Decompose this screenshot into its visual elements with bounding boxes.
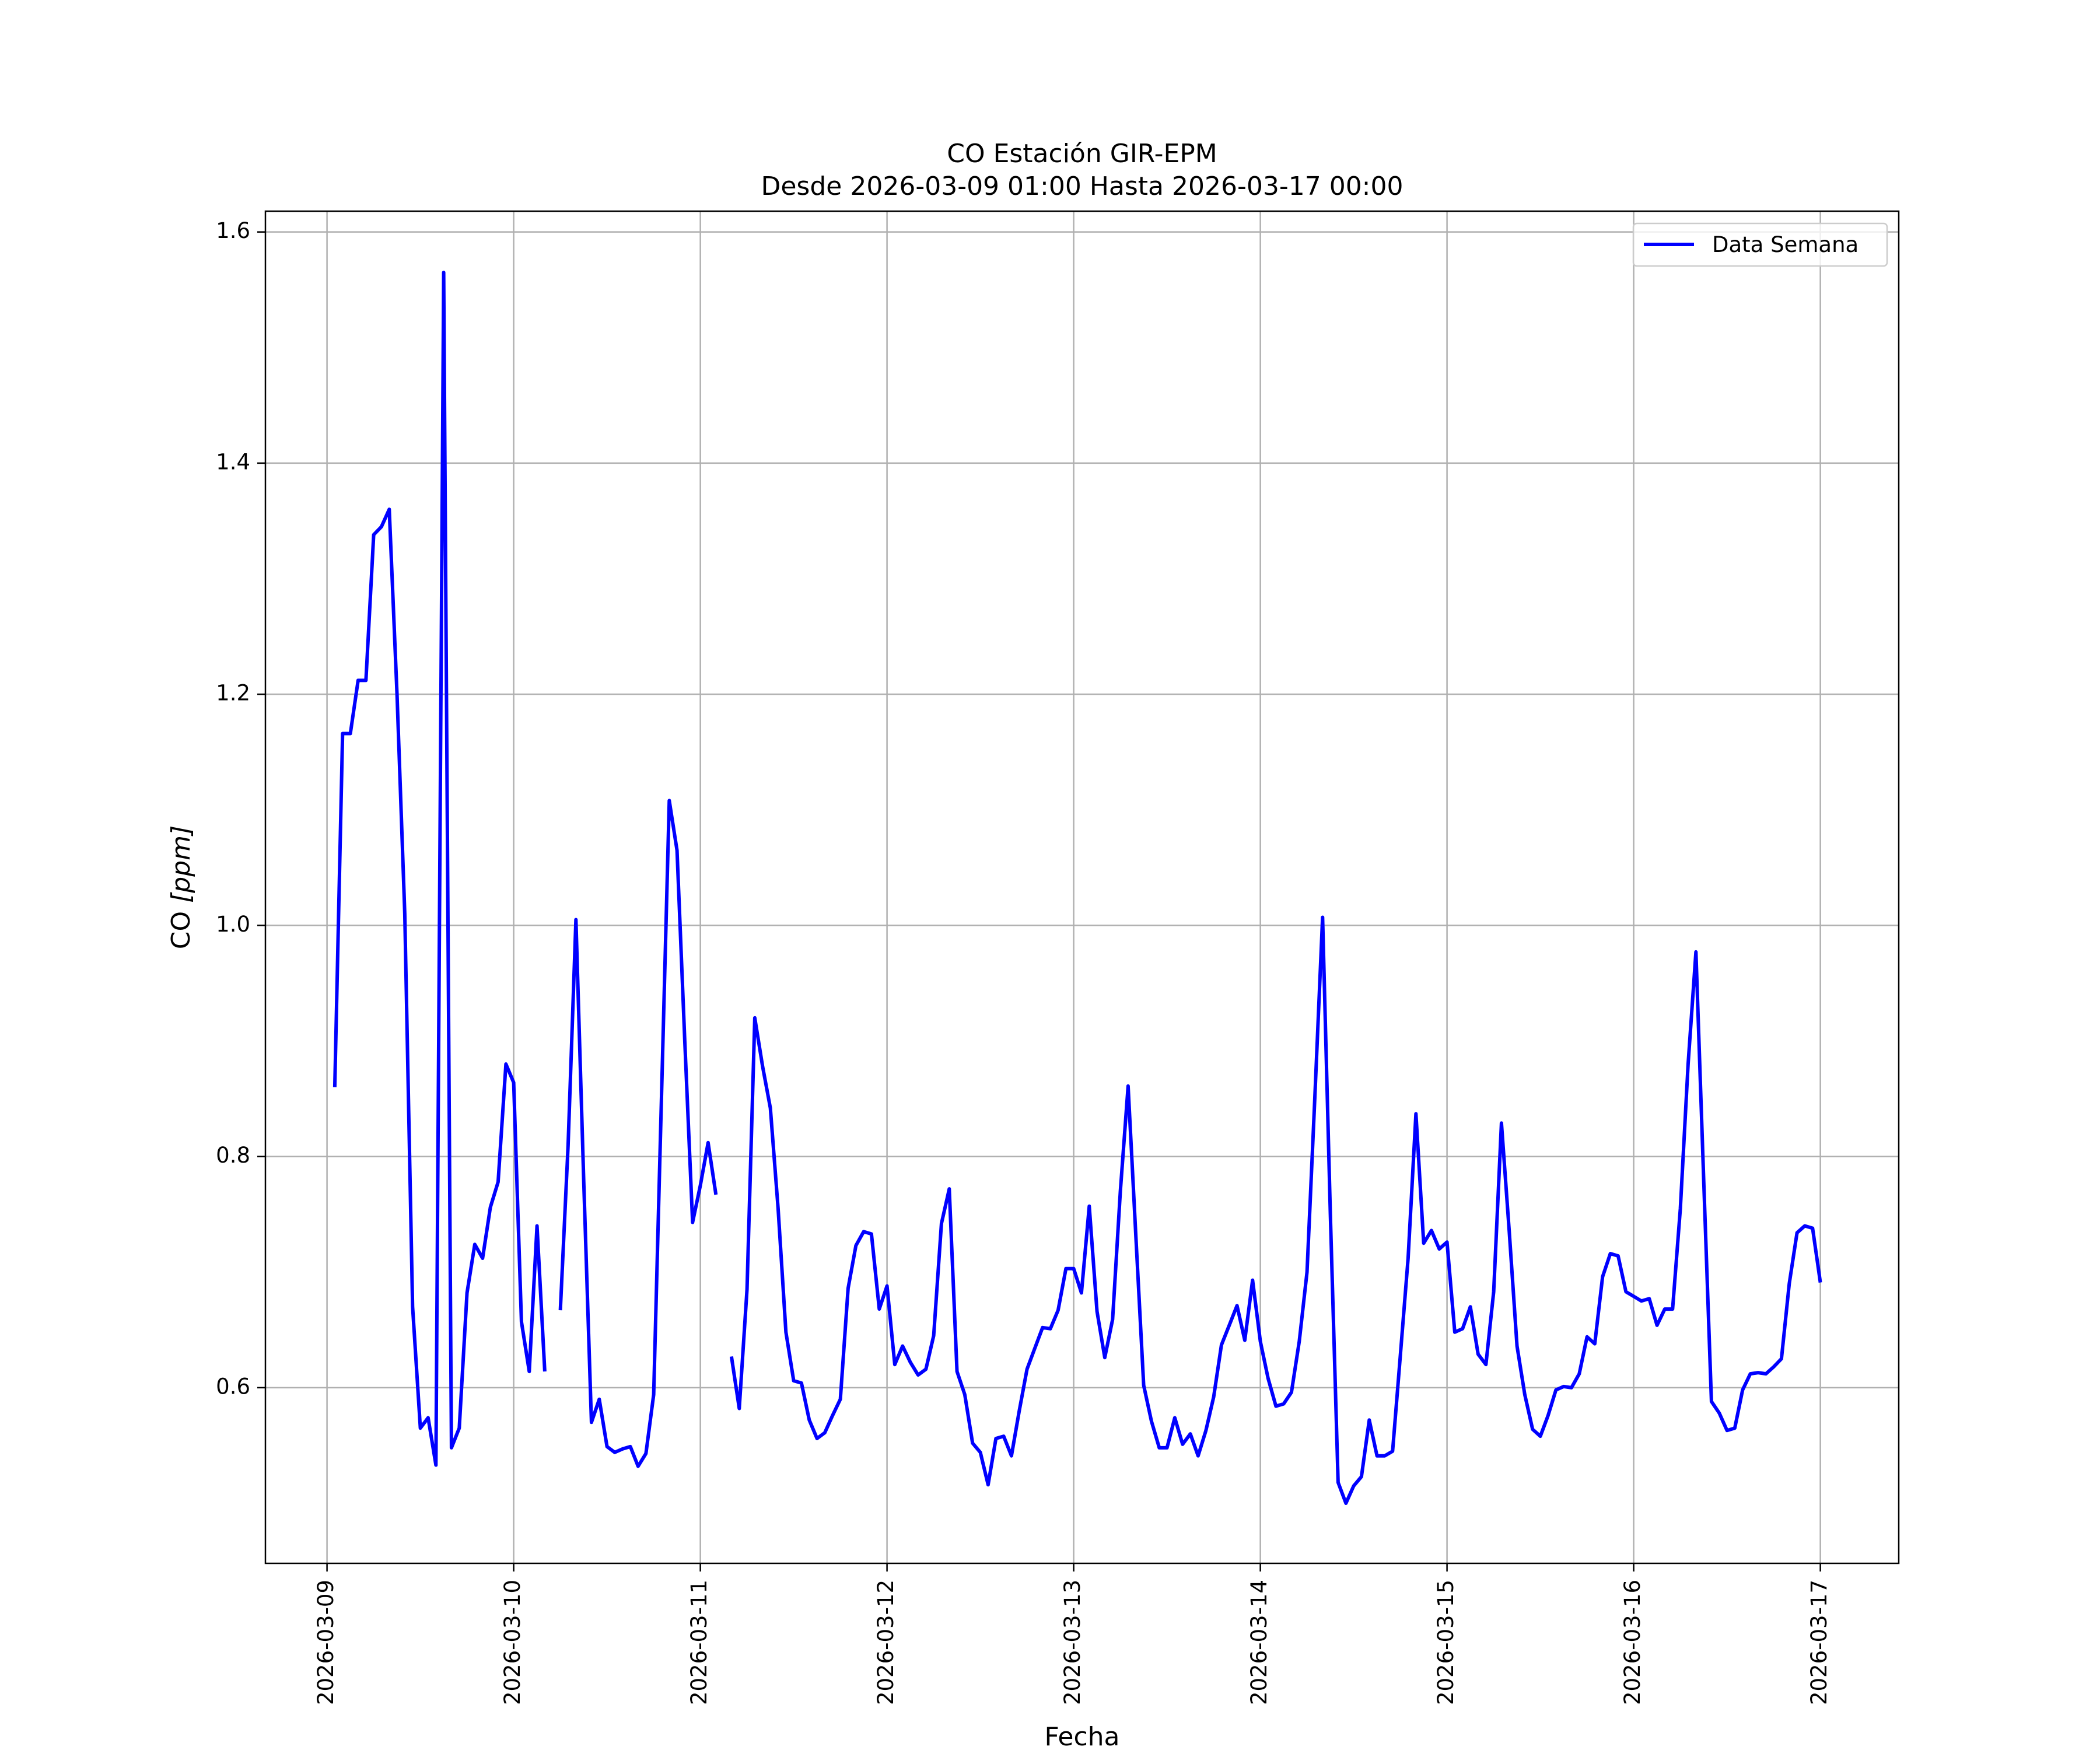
y-tick-label: 1.0 bbox=[216, 912, 250, 937]
legend-box bbox=[1632, 222, 1888, 267]
chart-title: CO Estación GIR-EPM bbox=[947, 139, 1217, 169]
x-tick-label: 2026-03-17 bbox=[1807, 1580, 1832, 1705]
y-axis-ticks: 0.6 0.8 1.0 1.2 1.4 1.6 bbox=[216, 218, 265, 1399]
chart-subtitle: Desde 2026-03-09 01:00 Hasta 2026-03-17 … bbox=[761, 172, 1403, 201]
legend-label-data-semana: Data Semana bbox=[1712, 232, 1859, 257]
series-layer bbox=[332, 271, 1822, 1505]
x-tick-label: 2026-03-15 bbox=[1433, 1580, 1458, 1705]
series-line-segment bbox=[332, 271, 547, 1467]
x-tick-label: 2026-03-16 bbox=[1620, 1580, 1645, 1705]
series-line-segment bbox=[558, 799, 718, 1468]
x-tick-label: 2026-03-12 bbox=[873, 1580, 898, 1705]
y-tick-label: 0.6 bbox=[216, 1374, 250, 1399]
legend: Data Semana bbox=[1632, 222, 1888, 267]
y-tick-label: 1.4 bbox=[216, 449, 250, 474]
series-line-segment bbox=[729, 915, 1822, 1505]
x-tick-label: 2026-03-10 bbox=[500, 1580, 525, 1705]
x-tick-label: 2026-03-11 bbox=[687, 1580, 712, 1705]
y-tick-label: 1.6 bbox=[216, 218, 250, 243]
y-axis-label: CO [ppm] bbox=[166, 825, 196, 949]
x-tick-label: 2026-03-13 bbox=[1060, 1580, 1085, 1705]
y-axis-label-prefix: CO bbox=[166, 903, 196, 949]
y-axis-label-unit: [ppm] bbox=[166, 825, 196, 903]
x-tick-label: 2026-03-09 bbox=[313, 1580, 338, 1705]
plot-area-frame bbox=[264, 210, 1900, 1564]
y-tick-label: 1.2 bbox=[216, 681, 250, 706]
x-axis-label: Fecha bbox=[1044, 1722, 1119, 1750]
y-tick-label: 0.8 bbox=[216, 1143, 250, 1168]
x-tick-label: 2026-03-14 bbox=[1247, 1580, 1272, 1705]
x-axis-ticks: 2026-03-09 2026-03-10 2026-03-11 2026-03-12… bbox=[313, 1563, 1832, 1705]
grid-lines bbox=[265, 211, 1899, 1563]
